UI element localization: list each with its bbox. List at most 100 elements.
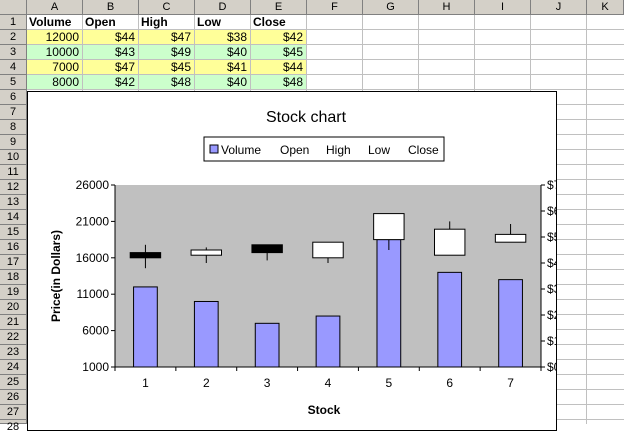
row-header[interactable]: 2 [0,30,27,45]
cell-d1[interactable]: Low [195,15,251,30]
table-cell[interactable]: $38 [195,30,251,45]
row-header[interactable]: 16 [0,240,27,255]
table-cell[interactable]: $42 [83,75,139,90]
row-header[interactable]: 27 [0,405,27,420]
legend-low: Low [368,143,390,157]
volume-bar [193,300,219,368]
table-cell[interactable]: 8000 [27,75,83,90]
candle-body [373,213,405,241]
table-cell[interactable]: $49 [139,45,195,60]
row-header[interactable]: 5 [0,75,27,90]
row-header[interactable]: 21 [0,315,27,330]
y-axis-label: Price(in Dollars) [49,230,63,322]
table-cell[interactable]: $44 [251,60,307,75]
row-header[interactable]: 19 [0,285,27,300]
left-tick-label: 11000 [77,287,110,301]
row-header[interactable]: 7 [0,105,27,120]
table-cell[interactable]: $40 [195,75,251,90]
row-header[interactable]: 20 [0,300,27,315]
cell-b1[interactable]: Open [83,15,139,30]
x-tick-label: 5 [386,376,393,390]
column-header-j[interactable]: J [531,0,587,15]
volume-bar [133,286,158,368]
legend-swatch-volume [209,144,219,154]
right-tick-label: $40 [547,256,556,270]
column-header-b[interactable]: B [83,0,139,15]
row-header[interactable]: 1 [0,15,27,30]
cell-c1[interactable]: High [139,15,195,30]
left-tick-label: 16000 [76,251,110,265]
right-tick-label: $0 [547,360,556,374]
row-header[interactable]: 25 [0,375,27,390]
table-cell[interactable]: $45 [139,60,195,75]
column-header-f[interactable]: F [307,0,363,15]
row-header[interactable]: 9 [0,135,27,150]
left-tick-label: 26000 [76,178,110,192]
x-tick-label: 6 [446,376,453,390]
row-header[interactable]: 28 [0,420,27,433]
legend-box [203,136,445,162]
candle-body [434,228,466,256]
table-cell[interactable]: 7000 [27,60,83,75]
x-axis-label: Stock [308,403,341,417]
row-header[interactable]: 26 [0,390,27,405]
candle-body [494,233,527,243]
cell-a1[interactable]: Volume [27,15,83,30]
column-header-g[interactable]: G [363,0,419,15]
row-header[interactable]: 14 [0,210,27,225]
table-cell[interactable]: 12000 [27,30,83,45]
table-cell[interactable]: $47 [139,30,195,45]
table-cell[interactable]: $43 [83,45,139,60]
row-header[interactable]: 22 [0,330,27,345]
right-tick-label: $60 [547,204,556,218]
candle-body [129,252,162,259]
row-header[interactable]: 10 [0,150,27,165]
table-cell[interactable]: $40 [195,45,251,60]
table-cell[interactable]: $42 [251,30,307,45]
table-cell[interactable]: $41 [195,60,251,75]
stock-chart[interactable]: Stock chart Volume Open High Low Close P… [27,91,567,431]
column-header-h[interactable]: H [419,0,475,15]
row-header[interactable]: 18 [0,270,27,285]
row-header[interactable]: 24 [0,360,27,375]
row-header[interactable]: 11 [0,165,27,180]
column-header-e[interactable]: E [251,0,307,15]
row-header[interactable]: 3 [0,45,27,60]
table-cell[interactable]: 10000 [27,45,83,60]
column-header-a[interactable]: A [27,0,83,15]
row-header[interactable]: 8 [0,120,27,135]
chart-title: Stock chart [266,109,347,126]
table-cell[interactable]: $44 [83,30,139,45]
volume-bar [437,271,463,368]
volume-bar [315,315,341,368]
left-tick-label: 1000 [82,360,109,374]
chart-legend[interactable]: Volume Open High Low Close [203,136,445,162]
column-header-c[interactable]: C [139,0,195,15]
left-tick-label: 6000 [82,324,109,338]
row-header[interactable]: 13 [0,195,27,210]
volume-bar [498,279,523,368]
table-cell[interactable]: $45 [251,45,307,60]
candle-body [190,249,222,256]
column-header-k[interactable]: K [587,0,624,15]
row-header[interactable]: 6 [0,90,27,105]
chart-canvas: Stock chart Volume Open High Low Close P… [49,109,567,417]
right-tick-label: $50 [547,230,556,244]
column-header-d[interactable]: D [195,0,251,15]
row-header[interactable]: 12 [0,180,27,195]
table-cell[interactable]: $48 [251,75,307,90]
cell-e1[interactable]: Close [251,15,307,30]
volume-bar [254,322,280,368]
table-cell[interactable]: $48 [139,75,195,90]
row-header[interactable]: 17 [0,255,27,270]
row-header[interactable]: 4 [0,60,27,75]
right-tick-label: $30 [547,282,556,296]
x-tick-label: 2 [203,376,210,390]
x-tick-label: 7 [507,376,514,390]
select-all-corner[interactable] [0,0,27,15]
row-header[interactable]: 15 [0,225,27,240]
volume-bar [376,239,402,368]
table-cell[interactable]: $47 [83,60,139,75]
column-header-i[interactable]: I [475,0,531,15]
row-header[interactable]: 23 [0,345,27,360]
